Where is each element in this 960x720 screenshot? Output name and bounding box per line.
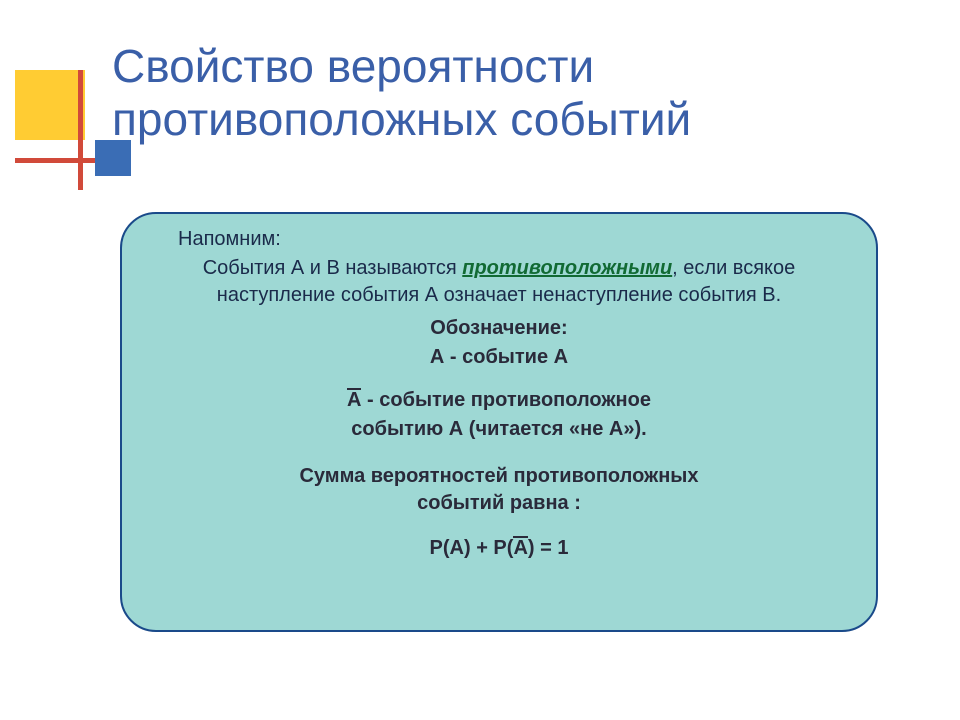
decoration-red-line-vertical	[78, 70, 83, 190]
sum-line-2: событий равна :	[150, 490, 848, 517]
line-read-as: событию А (читается «не А»).	[150, 416, 848, 443]
formula-bar-letter: A	[513, 537, 527, 559]
a-bar-symbol: А	[347, 390, 361, 410]
reminder-label: Напомним:	[178, 228, 848, 251]
sum-line-1: Сумма вероятностей противоположных	[150, 463, 848, 490]
overbar-icon	[347, 388, 361, 390]
line-event-a-bar: А - событие противоположное	[150, 387, 848, 414]
line-event-a: А - событие А	[150, 344, 848, 371]
overbar-icon	[513, 536, 527, 538]
notation-label: Обозначение:	[150, 315, 848, 342]
formula-post: ) = 1	[528, 537, 569, 559]
content-box: Напомним: События А и В называются проти…	[120, 212, 878, 632]
a-bar-post: - событие противоположное	[361, 389, 650, 411]
probability-formula: P(A) + P(A) = 1	[150, 537, 848, 560]
slide-title: Свойство вероятности противоположных соб…	[112, 40, 912, 146]
definition-term: противоположными	[462, 257, 672, 279]
decoration-yellow-square	[15, 70, 85, 140]
sum-statement: Сумма вероятностей противоположных событ…	[150, 463, 848, 517]
formula-pre: P(A) + P(	[430, 537, 514, 559]
formula-a-bar: A	[513, 538, 527, 558]
a-bar-letter: А	[347, 389, 361, 411]
definition-pre: События А и В называются	[203, 257, 463, 279]
definition-text: События А и В называются противоположным…	[150, 255, 848, 315]
